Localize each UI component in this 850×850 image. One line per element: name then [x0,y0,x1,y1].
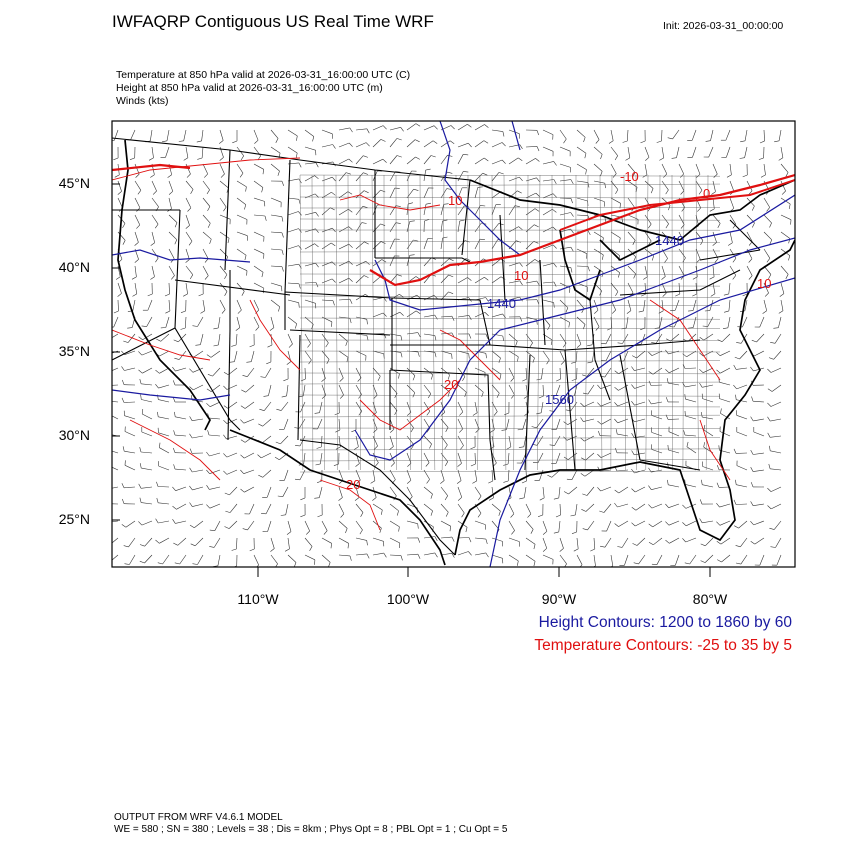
height-label-1560: 1560 [545,392,574,407]
field-winds-label: Winds (kts) [116,95,169,107]
temp-label-20-south: 20 [346,477,360,492]
height-label-1440-east: 1440 [655,233,684,248]
height-label-1440-central: 1440 [487,296,516,311]
lat-label-35: 35°N [58,343,90,359]
contour-labels: 1440 1440 1560 -10 0 10 10 10 20 20 [346,169,771,492]
model-info-line2: WE = 580 ; SN = 380 ; Levels = 38 ; Dis … [114,824,508,835]
field-height-label: Height at 850 hPa valid at 2026-03-31_16… [116,82,383,94]
lat-label-45: 45°N [58,175,90,191]
map-frame-bg [112,121,795,567]
lon-label-110: 110°W [237,591,279,607]
state-borders [112,137,761,556]
legend-height-contours: Height Contours: 1200 to 1860 by 60 [538,614,792,631]
temp-label-10-central: 10 [514,268,528,283]
temperature-contours [112,157,795,531]
init-time: Init: 2026-03-31_00:00:00 [663,20,784,32]
axis-ticks [112,183,711,577]
temp-label-0: 0 [703,186,710,201]
plot-title: IWFAQRP Contiguous US Real Time WRF [112,12,434,31]
field-temperature-label: Temperature at 850 hPa valid at 2026-03-… [116,69,411,81]
model-info-line1: OUTPUT FROM WRF V4.6.1 MODEL [114,812,283,823]
lon-label-80: 80°W [692,591,728,607]
temp-label-minus10: -10 [620,169,639,184]
legend-temperature-contours: Temperature Contours: -25 to 35 by 5 [534,637,792,654]
temp-label-10-north: 10 [448,193,462,208]
temp-label-20-central: 20 [444,377,458,392]
coastlines [117,139,795,566]
height-contours [112,121,795,567]
lat-label-25: 25°N [58,511,90,527]
lon-label-90: 90°W [541,591,577,607]
temp-label-10-east: 10 [757,276,771,291]
lat-label-30: 30°N [58,427,90,443]
map-frame [111,120,796,568]
lon-label-100: 100°W [386,591,430,607]
wind-barbs [112,123,792,567]
lat-label-40: 40°N [58,259,90,275]
county-borders [299,174,721,473]
